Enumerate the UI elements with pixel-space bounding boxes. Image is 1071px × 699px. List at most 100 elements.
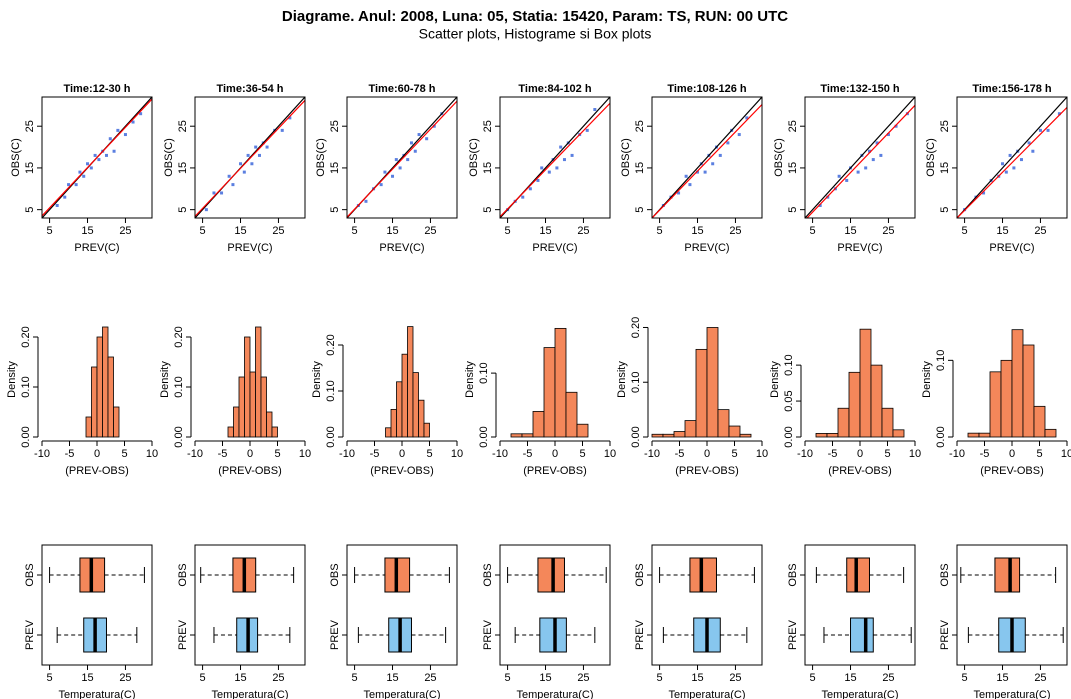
bar	[396, 381, 403, 438]
frame	[651, 96, 763, 219]
y-tick-label: 25	[177, 120, 189, 132]
x-tick-label: 5	[505, 672, 511, 684]
x-axis-label: (PREV-OBS)	[218, 465, 282, 477]
x-axis-label: Temperatura(C)	[58, 689, 135, 699]
category-label: PREV	[787, 619, 799, 650]
y-axis-label: OBS(C)	[10, 138, 22, 177]
point	[394, 158, 398, 162]
line	[652, 97, 762, 218]
category-label: PREV	[939, 619, 951, 650]
y-tick-label: 5	[482, 207, 494, 213]
point	[711, 162, 715, 166]
bar	[989, 371, 1002, 438]
panel-title: Time:12-30 h	[63, 83, 130, 95]
x-axis-label: PREV(C)	[74, 242, 119, 254]
x-tick-label: 5	[810, 225, 816, 237]
point	[982, 191, 986, 195]
x-axis-label: (PREV-OBS)	[675, 465, 739, 477]
bar	[249, 371, 256, 438]
bar	[695, 348, 708, 438]
bar	[576, 423, 589, 438]
point	[837, 174, 841, 178]
point	[593, 108, 597, 112]
point	[726, 141, 730, 145]
x-tick-label: 15	[844, 225, 856, 237]
point	[432, 124, 436, 128]
panel-title: Time:156-178 h	[972, 83, 1052, 95]
bar	[521, 433, 534, 438]
point	[818, 203, 822, 207]
y-tick-label: 0.10	[935, 350, 947, 371]
point	[231, 183, 235, 187]
point	[413, 149, 417, 153]
frame	[194, 544, 306, 666]
x-tick-label: 15	[996, 225, 1008, 237]
x-tick-label: 5	[962, 225, 968, 237]
bar	[412, 372, 419, 438]
point	[1012, 166, 1016, 170]
point	[677, 191, 681, 195]
point	[55, 203, 59, 207]
y-tick-label: 0.00	[173, 426, 185, 447]
bar	[967, 432, 980, 438]
point	[521, 195, 525, 199]
y-axis-label: OBS(C)	[620, 138, 632, 177]
point	[383, 170, 387, 174]
y-axis-label: OBS(C)	[468, 138, 480, 177]
x-tick-label: 15	[691, 672, 703, 684]
point	[139, 112, 143, 116]
x-tick-label: 15	[539, 225, 551, 237]
category-label: OBS	[939, 563, 951, 586]
y-tick-label: 15	[177, 162, 189, 174]
y-tick-label: 0.00	[935, 426, 947, 447]
point	[745, 116, 749, 120]
x-tick-label: -5	[523, 448, 533, 460]
frame	[956, 544, 1068, 666]
y-tick-label: 25	[329, 120, 341, 132]
bar	[401, 353, 408, 438]
bar	[418, 399, 425, 438]
panel-title: Time:132-150 h	[820, 83, 900, 95]
line	[347, 100, 457, 218]
x-tick-label: -5	[65, 448, 75, 460]
bar	[859, 328, 872, 438]
y-tick-label: 0.10	[478, 362, 490, 383]
x-tick-label: 25	[577, 672, 589, 684]
x-tick-label: 15	[81, 225, 93, 237]
frame	[956, 96, 1068, 219]
frame	[651, 544, 763, 666]
bar	[706, 327, 719, 438]
point	[1031, 149, 1035, 153]
x-tick-label: 10	[299, 448, 311, 460]
x-tick-label: 25	[729, 225, 741, 237]
x-axis-label: (PREV-OBS)	[980, 465, 1044, 477]
bar	[244, 336, 251, 438]
x-axis-label: PREV(C)	[227, 242, 272, 254]
x-tick-label: 15	[234, 225, 246, 237]
bar	[107, 356, 114, 438]
bar	[233, 406, 240, 438]
bar	[651, 433, 664, 438]
y-tick-label: 0.20	[20, 326, 32, 347]
x-tick-label: 10	[146, 448, 158, 460]
bar	[271, 426, 278, 438]
point	[684, 174, 688, 178]
frame	[804, 96, 916, 219]
x-tick-label: 0	[1009, 448, 1015, 460]
y-tick-label: 0.00	[20, 426, 32, 447]
line	[957, 107, 1067, 218]
point	[864, 166, 868, 170]
y-tick-label: 0.20	[325, 334, 337, 355]
point	[536, 178, 540, 182]
x-tick-label: -10	[339, 448, 355, 460]
point	[585, 128, 589, 132]
bar	[1022, 344, 1035, 438]
category-label: OBS	[177, 563, 189, 586]
point	[562, 158, 566, 162]
category-label: PREV	[177, 619, 189, 650]
line	[805, 97, 915, 218]
y-tick-label: 0.00	[478, 426, 490, 447]
bar	[739, 433, 752, 438]
point	[1001, 162, 1005, 166]
bar	[91, 366, 98, 438]
